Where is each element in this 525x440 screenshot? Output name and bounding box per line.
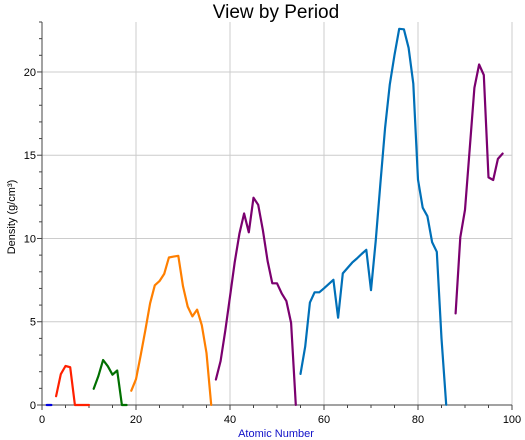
- chart-title: View by Period: [213, 2, 339, 23]
- y-tick-label: 10: [24, 233, 36, 245]
- series-lines: [45, 27, 504, 407]
- period-3-line: [92, 358, 128, 407]
- x-tick-labels: 0 20 40 60 80 100: [39, 414, 521, 426]
- y-tick-label: 5: [30, 317, 36, 329]
- period-2-line: [54, 364, 91, 407]
- period-5-line: [214, 196, 297, 406]
- period-6-line: [299, 27, 448, 406]
- y-tick-label: 20: [24, 67, 36, 79]
- x-tick-label: 40: [224, 414, 236, 426]
- grid-lines: [42, 22, 513, 405]
- axes: [37, 21, 513, 410]
- y-axis-label: Density (g/cm³): [6, 180, 18, 255]
- x-tick-label: 80: [412, 414, 424, 426]
- x-tick-label: 0: [39, 414, 45, 426]
- x-tick-label: 20: [130, 414, 142, 426]
- y-tick-label: 0: [30, 400, 36, 412]
- x-tick-label: 60: [318, 414, 330, 426]
- period-7-line: [454, 63, 504, 315]
- x-axis-label: Atomic Number: [238, 428, 314, 440]
- y-tick-labels: 0 5 10 15 20: [24, 67, 36, 412]
- period-4-line: [130, 254, 213, 406]
- x-tick-label: 100: [503, 414, 521, 426]
- y-tick-label: 15: [24, 150, 36, 162]
